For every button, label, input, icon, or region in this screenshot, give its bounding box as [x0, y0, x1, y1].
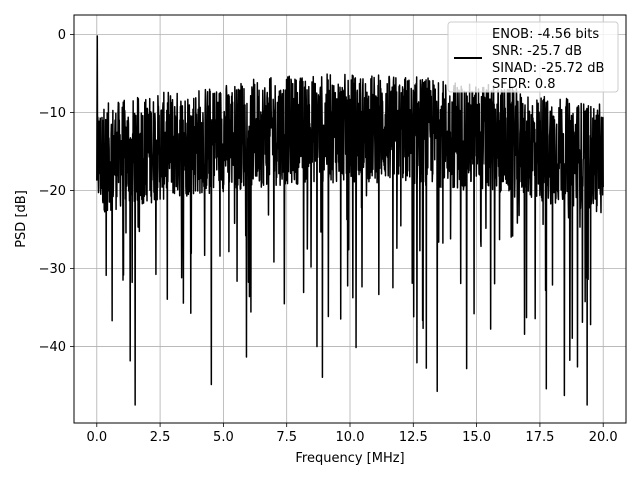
psd-series-line	[96, 35, 604, 406]
x-tick-label: 2.5	[150, 430, 171, 445]
y-tick-label: −40	[39, 340, 66, 355]
y-tick-label: 0	[58, 28, 66, 43]
x-tick-label: 15.0	[462, 430, 491, 445]
y-tick-label: −30	[39, 262, 66, 277]
x-tick-label: 17.5	[525, 430, 554, 445]
axis-ticks: 0.0 2.5 5.0 7.5 10.0 12.5 15.0 17.5 20.0 0 −10 −20 −…	[39, 28, 618, 445]
legend-sfdr: SFDR: 0.8	[492, 77, 556, 92]
x-tick-label: 5.0	[213, 430, 234, 445]
plot-series	[96, 35, 604, 406]
legend-enob: ENOB: -4.56 bits	[492, 27, 599, 42]
x-axis-label: Frequency [MHz]	[295, 451, 404, 466]
x-tick-label: 10.0	[336, 430, 365, 445]
x-tick-label: 20.0	[589, 430, 618, 445]
y-tick-label: −20	[39, 184, 66, 199]
x-tick-label: 12.5	[399, 430, 428, 445]
y-axis-label: PSD [dB]	[14, 190, 29, 248]
legend: ENOB: -4.56 bits SNR: -25.7 dB SINAD: -2…	[447, 21, 619, 93]
y-tick-label: −10	[39, 106, 66, 121]
legend-sinad: SINAD: -25.72 dB	[492, 61, 604, 76]
legend-snr: SNR: -25.7 dB	[492, 44, 582, 59]
x-tick-label: 7.5	[276, 430, 297, 445]
x-tick-label: 0.0	[86, 430, 107, 445]
legend-box	[447, 21, 619, 93]
